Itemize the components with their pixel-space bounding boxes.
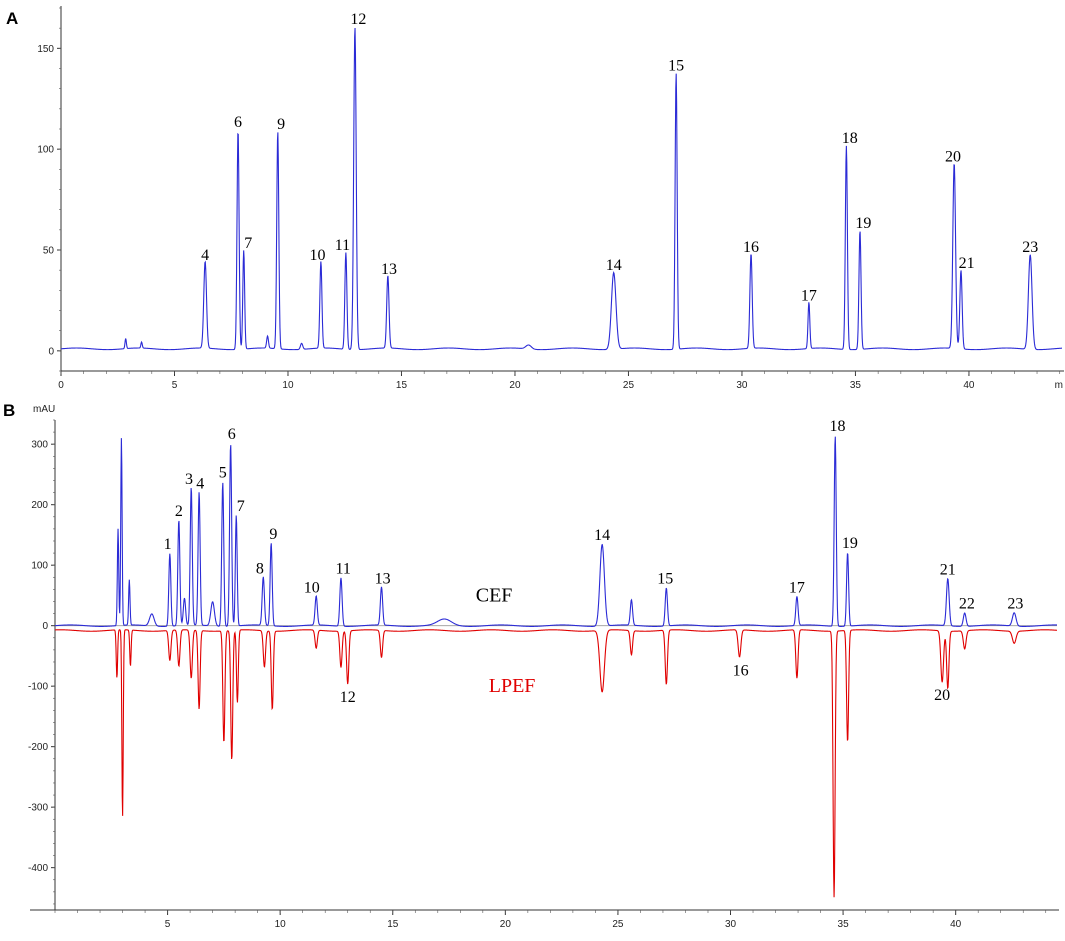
peak-label: 2 bbox=[175, 503, 183, 520]
peak-label: 21 bbox=[940, 561, 956, 578]
peak-label: 12 bbox=[340, 689, 356, 706]
peak-label: 5 bbox=[219, 465, 227, 482]
peak-label: 9 bbox=[277, 116, 285, 133]
peak-label: 17 bbox=[801, 287, 817, 304]
peak-label: 6 bbox=[228, 426, 236, 443]
x-tick-label: 25 bbox=[612, 919, 624, 930]
y-tick-label: 100 bbox=[37, 145, 54, 156]
x-tick-label: 15 bbox=[387, 919, 399, 930]
peak-label: 4 bbox=[196, 476, 204, 493]
peak-label: 11 bbox=[335, 237, 350, 254]
peak-label: 7 bbox=[237, 498, 245, 515]
series-line-cef bbox=[54, 436, 1058, 627]
peak-label: 11 bbox=[336, 560, 351, 577]
peak-label: 3 bbox=[185, 471, 193, 488]
peak-label: 14 bbox=[606, 257, 622, 274]
peak-label: 21 bbox=[959, 255, 975, 272]
series-line-lpef bbox=[54, 629, 1058, 898]
x-tick-label: 20 bbox=[509, 380, 521, 391]
series-name-label: LPEF bbox=[489, 675, 536, 697]
peak-label: 16 bbox=[743, 239, 759, 256]
peak-label: 19 bbox=[855, 215, 871, 232]
x-tick-label: 25 bbox=[623, 380, 635, 391]
y-tick-label: 0 bbox=[48, 346, 54, 357]
x-tick-label: 15 bbox=[396, 380, 408, 391]
peak-label: 9 bbox=[269, 526, 277, 543]
peak-label: 20 bbox=[945, 148, 961, 165]
peak-label: 16 bbox=[733, 663, 749, 680]
peak-label: 1 bbox=[164, 536, 172, 553]
peak-label: 18 bbox=[842, 130, 858, 147]
peak-label: 23 bbox=[1022, 239, 1038, 256]
peak-label: 13 bbox=[375, 571, 391, 588]
panel-label: A bbox=[6, 9, 18, 28]
panel-label: B bbox=[3, 401, 15, 420]
peak-label: 13 bbox=[381, 261, 397, 278]
x-unit-label: m bbox=[1055, 380, 1063, 391]
peak-label: 10 bbox=[309, 247, 325, 264]
x-tick-label: 10 bbox=[282, 380, 294, 391]
y-tick-label: 300 bbox=[31, 440, 48, 451]
x-tick-label: 35 bbox=[838, 919, 850, 930]
series-line-trace bbox=[60, 27, 1063, 351]
x-tick-label: 40 bbox=[963, 380, 975, 391]
y-tick-label: 100 bbox=[31, 561, 48, 572]
peak-label: 18 bbox=[829, 418, 845, 435]
peak-label: 14 bbox=[594, 527, 610, 544]
y-tick-label: -400 bbox=[28, 863, 48, 874]
peak-label: 20 bbox=[934, 687, 950, 704]
panel-a-chromatogram: A 0 50 100 150 0 5 10 15 20 25 30 35 40 m 4 6 7 9 10 11 12 13 1… bbox=[6, 6, 1064, 391]
peak-label: 15 bbox=[668, 58, 684, 75]
x-tick-label: 0 bbox=[58, 380, 64, 391]
x-tick-label: 40 bbox=[950, 919, 962, 930]
x-tick-label: 5 bbox=[172, 380, 178, 391]
y-tick-label: 50 bbox=[43, 246, 55, 257]
y-tick-label: 150 bbox=[37, 44, 54, 55]
peak-label: 19 bbox=[842, 535, 858, 552]
y-tick-label: 200 bbox=[31, 500, 48, 511]
peak-label: 7 bbox=[244, 235, 252, 252]
peak-label: 12 bbox=[350, 11, 366, 28]
x-tick-label: 30 bbox=[725, 919, 737, 930]
y-tick-label: 0 bbox=[42, 621, 48, 632]
y-tick-label: -300 bbox=[28, 803, 48, 814]
x-tick-label: 5 bbox=[165, 919, 171, 930]
peak-label: 4 bbox=[201, 247, 209, 264]
peak-label: 8 bbox=[256, 560, 264, 577]
peak-label: 17 bbox=[789, 580, 805, 597]
y-tick-label: -200 bbox=[28, 742, 48, 753]
peak-label: 22 bbox=[959, 595, 975, 612]
peak-label: 15 bbox=[657, 571, 673, 588]
x-tick-label: 30 bbox=[736, 380, 748, 391]
y-tick-label: -100 bbox=[28, 682, 48, 693]
series-name-label: CEF bbox=[476, 584, 513, 606]
x-tick-label: 20 bbox=[500, 919, 512, 930]
x-tick-label: 10 bbox=[275, 919, 287, 930]
peak-label: 23 bbox=[1007, 595, 1023, 612]
peak-label: 10 bbox=[304, 580, 320, 597]
x-tick-label: 35 bbox=[850, 380, 862, 391]
y-axis-unit: mAU bbox=[33, 404, 55, 415]
peak-label: 6 bbox=[234, 114, 242, 131]
